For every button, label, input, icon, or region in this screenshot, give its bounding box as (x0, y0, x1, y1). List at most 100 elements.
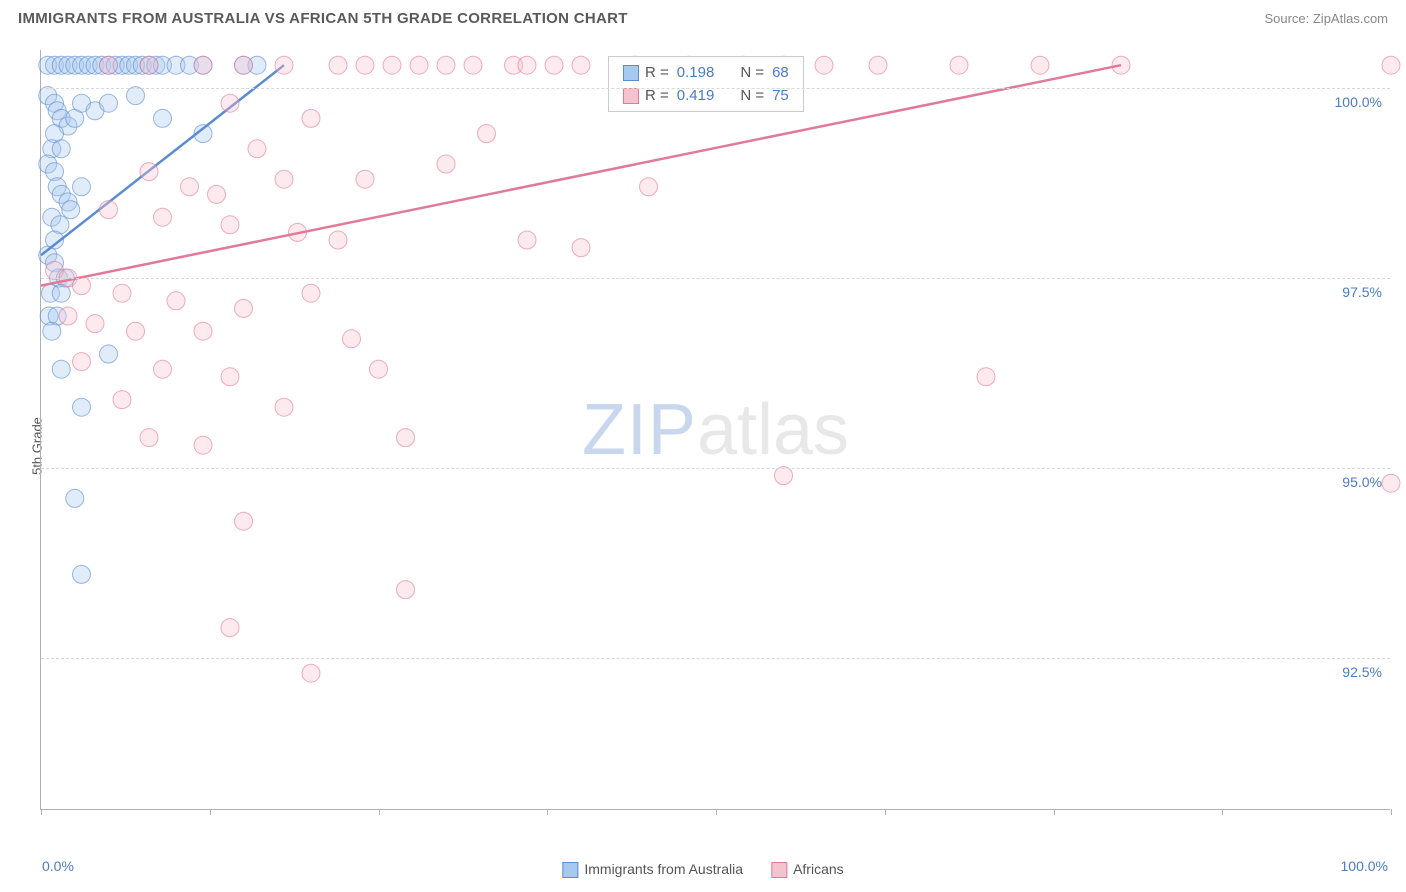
data-point (1382, 56, 1400, 74)
x-tick (547, 809, 548, 815)
data-point (370, 360, 388, 378)
data-point (221, 216, 239, 234)
data-point (302, 664, 320, 682)
data-point (140, 429, 158, 447)
data-point (248, 140, 266, 158)
data-point (302, 284, 320, 302)
data-point (113, 284, 131, 302)
data-point (329, 56, 347, 74)
data-point (572, 239, 590, 257)
legend-r-value: 0.419 (677, 87, 715, 104)
gridline (41, 468, 1390, 469)
data-point (356, 56, 374, 74)
data-point (66, 489, 84, 507)
data-point (775, 467, 793, 485)
data-point (194, 322, 212, 340)
data-point (194, 436, 212, 454)
chart-area: ZIPatlas R =0.198N =68R =0.419N =75 92.5… (40, 50, 1390, 810)
data-point (221, 619, 239, 637)
legend-item: Africans (771, 861, 844, 878)
legend-n-label: N = (740, 64, 764, 81)
data-point (518, 56, 536, 74)
legend-label: Immigrants from Australia (584, 861, 743, 877)
data-point (640, 178, 658, 196)
data-point (437, 155, 455, 173)
data-point (343, 330, 361, 348)
legend-item: Immigrants from Australia (562, 861, 743, 878)
data-point (73, 398, 91, 416)
data-point (275, 56, 293, 74)
source-label: Source: ZipAtlas.com (1264, 11, 1388, 26)
series-legend: Immigrants from Australia Africans (562, 861, 843, 878)
y-tick-label: 92.5% (1342, 664, 1382, 680)
gridline (41, 658, 1390, 659)
gridline (41, 88, 1390, 89)
data-point (1382, 474, 1400, 492)
data-point (977, 368, 995, 386)
scatter-plot (41, 50, 1390, 809)
data-point (235, 512, 253, 530)
x-axis-max-label: 100.0% (1341, 858, 1388, 874)
data-point (154, 109, 172, 127)
data-point (518, 231, 536, 249)
data-point (127, 87, 145, 105)
x-tick (1054, 809, 1055, 815)
x-tick (1222, 809, 1223, 815)
chart-title: IMMIGRANTS FROM AUSTRALIA VS AFRICAN 5TH… (18, 10, 628, 27)
legend-r-label: R = (645, 64, 669, 81)
gridline (41, 278, 1390, 279)
data-point (275, 398, 293, 416)
data-point (869, 56, 887, 74)
data-point (410, 56, 428, 74)
y-tick-label: 95.0% (1342, 474, 1382, 490)
data-point (397, 429, 415, 447)
data-point (73, 178, 91, 196)
data-point (127, 322, 145, 340)
legend-swatch (562, 862, 578, 878)
data-point (140, 56, 158, 74)
data-point (437, 56, 455, 74)
data-point (73, 565, 91, 583)
data-point (154, 208, 172, 226)
data-point (100, 201, 118, 219)
legend-n-value: 68 (772, 64, 789, 81)
data-point (167, 292, 185, 310)
y-tick-label: 97.5% (1342, 284, 1382, 300)
data-point (113, 391, 131, 409)
data-point (194, 56, 212, 74)
legend-r-value: 0.198 (677, 64, 715, 81)
data-point (181, 178, 199, 196)
data-point (52, 140, 70, 158)
data-point (397, 581, 415, 599)
correlation-legend: R =0.198N =68R =0.419N =75 (608, 56, 804, 112)
data-point (302, 109, 320, 127)
data-point (572, 56, 590, 74)
data-point (1031, 56, 1049, 74)
legend-label: Africans (793, 861, 844, 877)
data-point (43, 322, 61, 340)
data-point (221, 94, 239, 112)
data-point (383, 56, 401, 74)
x-tick (41, 809, 42, 815)
data-point (73, 353, 91, 371)
data-point (478, 125, 496, 143)
data-point (86, 315, 104, 333)
data-point (356, 170, 374, 188)
data-point (100, 94, 118, 112)
data-point (815, 56, 833, 74)
data-point (208, 185, 226, 203)
x-tick (885, 809, 886, 815)
data-point (154, 360, 172, 378)
legend-row: R = 0.198 N = 68 (609, 61, 803, 84)
data-point (235, 299, 253, 317)
data-point (464, 56, 482, 74)
legend-swatch (623, 65, 639, 81)
data-point (950, 56, 968, 74)
x-tick (716, 809, 717, 815)
data-point (329, 231, 347, 249)
data-point (62, 201, 80, 219)
data-point (221, 368, 239, 386)
x-tick (1391, 809, 1392, 815)
data-point (100, 56, 118, 74)
y-tick-label: 100.0% (1335, 94, 1382, 110)
